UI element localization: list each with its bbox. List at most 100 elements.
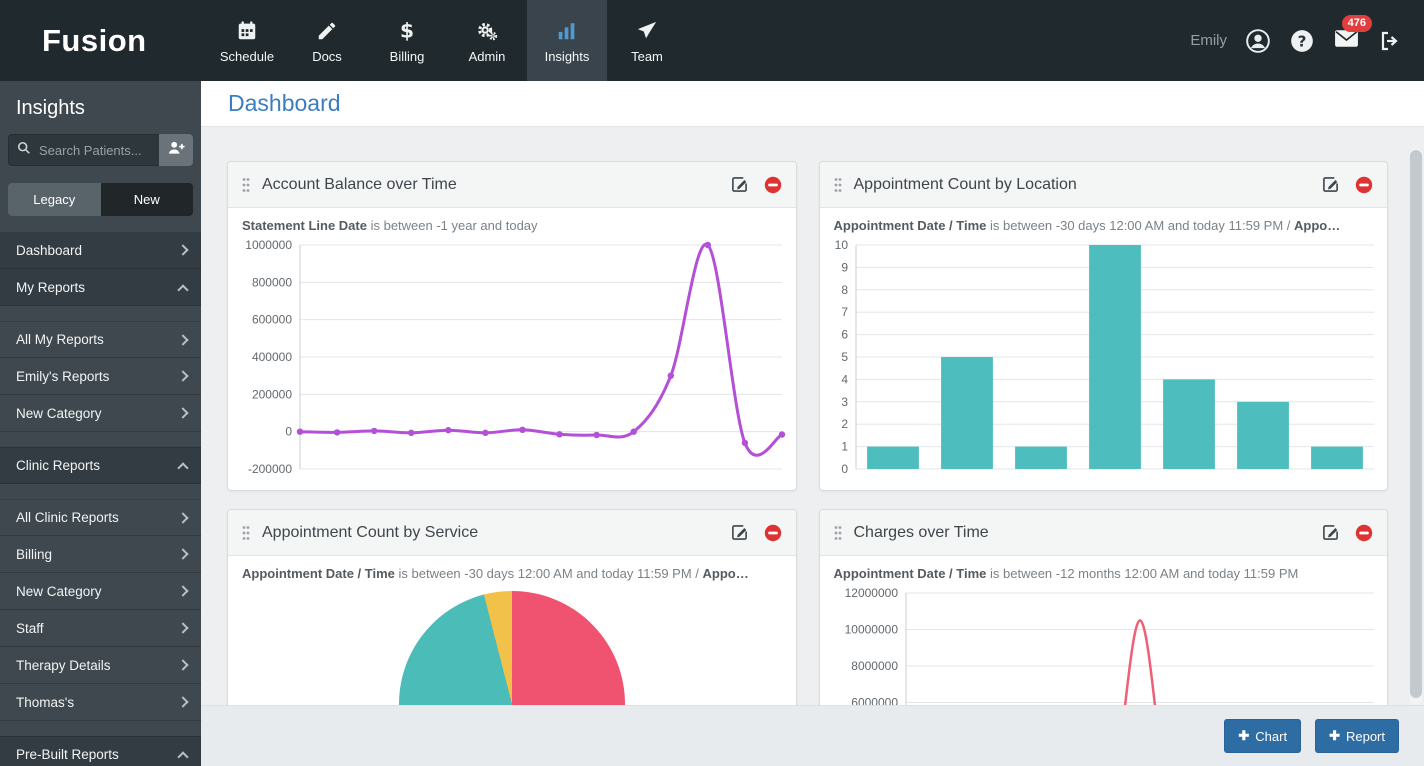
nav-item-schedule[interactable]: Schedule — [207, 0, 287, 81]
edit-chart-button[interactable] — [1322, 176, 1339, 193]
remove-chart-button[interactable] — [764, 176, 782, 194]
sidebar-item-label: Dashboard — [16, 242, 83, 258]
user-avatar-icon[interactable] — [1245, 28, 1271, 54]
card-header: Appointment Count by Location — [819, 162, 1387, 208]
sidebar-menu: Dashboard My Reports All My Reports Emily's… — [0, 232, 201, 766]
sidebar-item-therapy-details[interactable]: Therapy Details — [0, 647, 201, 684]
svg-text:-200000: -200000 — [248, 462, 292, 476]
svg-text:8: 8 — [841, 283, 848, 297]
add-patient-button[interactable] — [159, 134, 193, 166]
messages-button[interactable]: 476 — [1333, 14, 1372, 57]
nav-item-insights[interactable]: Insights — [527, 0, 607, 81]
svg-text:0: 0 — [285, 425, 292, 439]
chevron-right-icon — [177, 333, 189, 346]
chart-filter-text: Appointment Date / Time is between -30 d… — [833, 218, 1341, 233]
help-icon[interactable]: ? — [1289, 28, 1315, 54]
sidebar-item-new-category[interactable]: New Category — [0, 573, 201, 610]
drag-handle-icon[interactable] — [242, 177, 250, 193]
scrollbar-track[interactable] — [1410, 148, 1422, 705]
nav-label: Billing — [389, 48, 425, 64]
dashboard-footer: ✚ Chart ✚ Report — [201, 705, 1424, 766]
chevron-right-icon — [177, 244, 189, 256]
sidebar-item-my-reports[interactable]: My Reports — [0, 269, 201, 306]
svg-text:800000: 800000 — [252, 275, 292, 289]
drag-handle-icon[interactable] — [834, 177, 842, 193]
card-title: Appointment Count by Service — [262, 523, 479, 541]
chart-filter-text: Appointment Date / Time is between -30 d… — [242, 566, 749, 581]
drag-handle-icon[interactable] — [834, 525, 842, 541]
sidebar-item-all-my-reports[interactable]: All My Reports — [0, 321, 201, 358]
remove-chart-button[interactable] — [764, 524, 782, 542]
sidebar-item-label: Clinic Reports — [16, 458, 101, 473]
nav-item-team[interactable]: Team — [607, 0, 687, 81]
svg-text:?: ? — [1298, 32, 1307, 50]
nav-item-billing[interactable]: $ Billing — [367, 0, 447, 81]
search-input[interactable] — [37, 141, 151, 159]
sign-out-icon[interactable] — [1378, 29, 1402, 53]
drag-handle-icon[interactable] — [242, 525, 250, 541]
sidebar-item-dashboard[interactable]: Dashboard — [0, 232, 201, 269]
card-header: Account Balance over Time — [228, 162, 796, 208]
chevron-right-icon — [177, 659, 189, 671]
chart-bar: 10 9 8 7 6 5 4 3 2 1 0 — [820, 235, 1388, 484]
edit-chart-button[interactable] — [731, 176, 748, 193]
svg-text:10000000: 10000000 — [844, 623, 898, 637]
card-header: Appointment Count by Service — [228, 510, 796, 556]
sidebar-item-label: All Clinic Reports — [16, 510, 119, 525]
sidebar-item-all-clinic-reports[interactable]: All Clinic Reports — [0, 499, 201, 536]
gears-icon — [476, 18, 498, 42]
bar-chart-icon — [556, 18, 578, 42]
card-title: Appointment Count by Location — [853, 175, 1077, 193]
main-area: Dashboard Account Balance over Time Stat… — [201, 81, 1424, 766]
top-navigation-bar: Fusion Schedule Docs $ Billing Admin Insights… — [0, 0, 1424, 81]
nav-item-docs[interactable]: Docs — [287, 0, 367, 81]
svg-text:9: 9 — [841, 260, 848, 274]
add-report-button[interactable]: ✚ Report — [1315, 719, 1399, 753]
scrollbar-thumb[interactable] — [1410, 150, 1422, 698]
chevron-right-icon — [177, 511, 189, 524]
remove-chart-button[interactable] — [1355, 524, 1373, 542]
new-toggle-button[interactable]: New — [100, 183, 193, 216]
sidebar-item-label: Therapy Details — [16, 657, 111, 673]
app-logo: Fusion — [42, 22, 147, 58]
nav-label: Team — [631, 48, 663, 64]
chevron-up-icon — [177, 751, 189, 763]
pencil-icon — [316, 18, 338, 42]
svg-text:4: 4 — [841, 372, 848, 386]
sidebar-item-billing[interactable]: Billing — [0, 536, 201, 573]
nav-label: Admin — [468, 48, 506, 64]
sidebar-item-label: Billing — [16, 546, 53, 562]
paper-plane-icon — [636, 18, 658, 42]
svg-text:8000000: 8000000 — [851, 659, 898, 673]
sidebar-item-label: Staff — [16, 620, 44, 636]
sidebar-item-pre-built-reports[interactable]: Pre-Built Reports — [0, 736, 201, 766]
chevron-up-icon — [177, 462, 189, 474]
svg-text:600000: 600000 — [252, 313, 292, 327]
sidebar-item-label: My Reports — [16, 279, 86, 295]
sidebar-item-clinic-reports[interactable]: Clinic Reports — [0, 447, 201, 484]
sidebar-item-label: Thomas's — [16, 694, 75, 710]
sidebar-item-staff[interactable]: Staff — [0, 610, 201, 647]
sidebar-item-new-category[interactable]: New Category — [0, 395, 201, 432]
sidebar-item-thomas-s[interactable]: Thomas's — [0, 684, 201, 721]
remove-chart-button[interactable] — [1355, 176, 1373, 194]
svg-text:0: 0 — [841, 462, 848, 476]
card-actions — [1322, 176, 1373, 194]
nav-item-admin[interactable]: Admin — [447, 0, 527, 81]
svg-text:400000: 400000 — [252, 350, 292, 364]
add-chart-button[interactable]: ✚ Chart — [1224, 719, 1302, 753]
chevron-right-icon — [177, 585, 189, 597]
sidebar-item-label: New Category — [16, 583, 102, 599]
person-plus-icon — [167, 140, 185, 160]
nav-label: Insights — [544, 48, 590, 64]
sidebar-item-emily-s-reports[interactable]: Emily's Reports — [0, 358, 201, 395]
current-user-name[interactable]: Emily — [1190, 32, 1227, 49]
svg-text:1: 1 — [841, 440, 848, 454]
svg-text:$: $ — [400, 20, 414, 42]
edit-chart-button[interactable] — [1322, 524, 1339, 541]
svg-text:3: 3 — [841, 395, 848, 409]
chart-filter-text: Appointment Date / Time is between -12 m… — [833, 566, 1299, 581]
edit-chart-button[interactable] — [731, 524, 748, 541]
chevron-right-icon — [177, 622, 189, 634]
legacy-toggle-button[interactable]: Legacy — [8, 183, 101, 216]
